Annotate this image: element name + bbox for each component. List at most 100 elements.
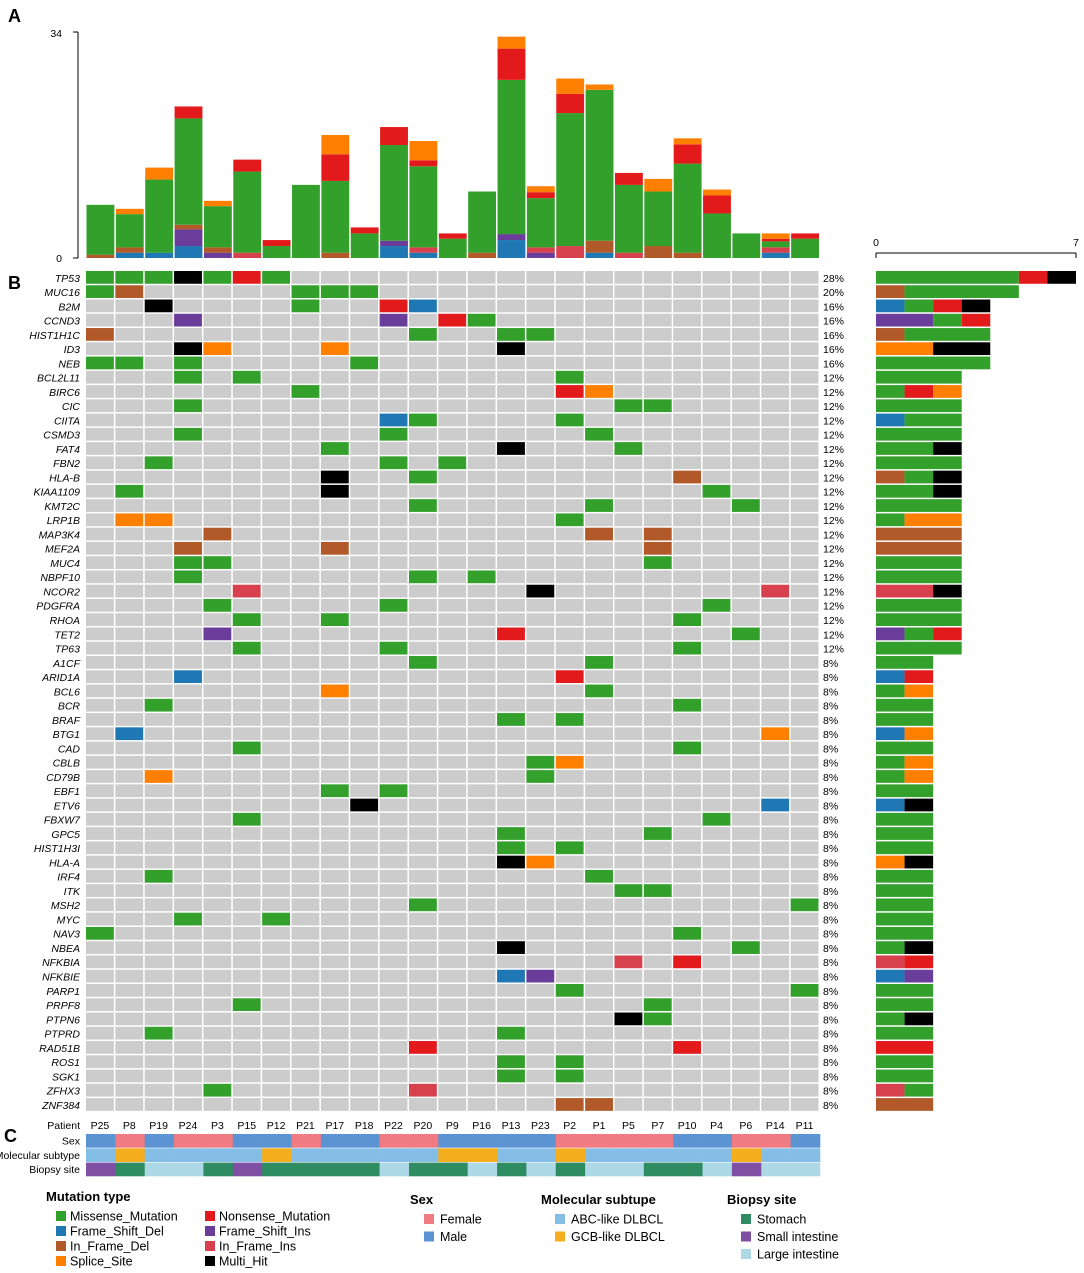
side-bar-hist1h3i-missense-mutation: [876, 841, 934, 855]
cell-znf384-p4: [702, 1098, 731, 1111]
cell-nbpf10-p5: [614, 570, 643, 584]
cell-ptprd-p21: [291, 1026, 320, 1040]
cell-prpf8-p21: [291, 998, 320, 1012]
cell-tp53-p18: [350, 271, 379, 284]
cell-nav3-p8: [115, 926, 144, 940]
cell-ptpn6-p2: [555, 1012, 584, 1026]
cell-ciita-p21: [291, 413, 320, 427]
cell-kmt2c-p19: [144, 499, 173, 512]
tmb-bar-p13-frame-shift-ins: [497, 234, 526, 241]
annotation-sex-p14: [761, 1134, 791, 1148]
cell-hla-b-p17: [320, 470, 349, 484]
cell-myc-p22: [379, 912, 408, 926]
cell-myc-p24: [174, 912, 202, 926]
cell-birc6-p14: [761, 385, 790, 398]
side-bar-ncor2-multi-hit: [933, 584, 962, 598]
side-bar-tp53-missense-mutation: [876, 271, 1019, 284]
cell-kmt2c-p9: [438, 499, 467, 512]
cell-ccnd3-p13: [497, 313, 525, 327]
cell-btg1-p12: [262, 727, 291, 741]
cell-tp63-p13: [497, 641, 525, 655]
cell-fat4-p15: [232, 442, 261, 455]
gene-pct-cic: 12%: [823, 401, 844, 413]
cell-mef2a-p15: [232, 541, 261, 555]
cell-muc16-p4: [702, 285, 731, 299]
cell-id3-p6: [731, 342, 760, 356]
cell-nfkbie-p25: [86, 969, 114, 983]
cell-hist1h1c-p1: [585, 328, 613, 341]
cell-kmt2c-p17: [320, 499, 349, 512]
side-bar-neb-missense-mutation: [876, 356, 991, 370]
cell-fbn2-p11: [790, 456, 819, 470]
cell-msh2-p23: [526, 898, 555, 912]
gene-label-ptpn6: PTPN6: [46, 1014, 80, 1026]
cell-nfkbia-p23: [526, 955, 555, 969]
cell-cad-p5: [614, 741, 643, 755]
cell-cblb-p9: [438, 755, 467, 769]
cell-neb-p25: [86, 356, 114, 370]
cell-fbn2-p2: [555, 456, 584, 470]
annotation-molecular-subtype-p15: [232, 1148, 263, 1162]
cell-ptpn6-p12: [262, 1012, 291, 1026]
cell-kiaa1109-p21: [291, 484, 320, 498]
cell-zfhx3-p9: [438, 1083, 467, 1097]
cell-rad51b-p2: [555, 1041, 584, 1054]
cell-nfkbie-p2: [555, 969, 584, 983]
cell-ros1-p4: [702, 1055, 731, 1069]
cell-ros1-p9: [438, 1055, 467, 1069]
cell-birc6-p4: [702, 385, 731, 398]
cell-cic-p9: [438, 399, 467, 413]
cell-pdgfra-p24: [174, 598, 202, 612]
gene-label-birc6: BIRC6: [49, 387, 80, 399]
cell-braf-p7: [643, 713, 672, 726]
gene-label-kiaa1109: KIAA1109: [33, 487, 80, 499]
side-bar-gpc5-missense-mutation: [876, 827, 934, 840]
cell-muc4-p8: [115, 556, 144, 569]
cell-a1cf-p18: [350, 656, 379, 669]
cell-b2m-p1: [585, 299, 613, 313]
cell-bcr-p10: [673, 698, 702, 712]
cell-bcr-p2: [555, 698, 584, 712]
legend-swatch-female: [424, 1214, 434, 1224]
gene-pct-kiaa1109: 12%: [823, 487, 844, 499]
cell-zfhx3-p2: [555, 1083, 584, 1097]
cell-tp53-p4: [702, 271, 731, 284]
annotation-biopsy-site-p15: [232, 1162, 263, 1177]
cell-tet2-p19: [144, 627, 173, 641]
cell-b2m-p6: [731, 299, 760, 313]
cell-msh2-p3: [203, 898, 232, 912]
cell-bcr-p22: [379, 698, 408, 712]
cell-zfhx3-p19: [144, 1083, 173, 1097]
cell-cic-p4: [702, 399, 731, 413]
cell-hla-a-p2: [555, 855, 584, 869]
cell-tp53-p6: [731, 271, 760, 284]
cell-map3k4-p12: [262, 527, 291, 541]
cell-tp53-p25: [86, 271, 114, 284]
cell-fbn2-p7: [643, 456, 672, 470]
cell-ncor2-p9: [438, 584, 467, 598]
cell-bcl2l11-p18: [350, 370, 379, 384]
cell-ptpn6-p24: [174, 1012, 202, 1026]
legend-label-stomach: Stomach: [757, 1213, 806, 1227]
gene-label-fbxw7: FBXW7: [44, 815, 81, 827]
cell-bcl2l11-p8: [115, 370, 144, 384]
cell-ptpn6-p10: [673, 1012, 702, 1026]
cell-rad51b-p4: [702, 1041, 731, 1054]
cell-kmt2c-p2: [555, 499, 584, 512]
cell-neb-p23: [526, 356, 555, 370]
cell-cblb-p3: [203, 755, 232, 769]
side-bar-ciita-frame-shift-del: [876, 413, 905, 427]
cell-bcr-p15: [232, 698, 261, 712]
cell-bcl6-p21: [291, 684, 320, 698]
cell-ccnd3-p6: [731, 313, 760, 327]
cell-nfkbie-p24: [174, 969, 202, 983]
cell-hist1h3i-p13: [497, 841, 525, 855]
cell-neb-p5: [614, 356, 643, 370]
cell-neb-p21: [291, 356, 320, 370]
cell-lrp1b-p5: [614, 513, 643, 527]
cell-ebf1-p2: [555, 784, 584, 798]
cell-rhoa-p17: [320, 613, 349, 626]
cell-hist1h3i-p8: [115, 841, 144, 855]
cell-b2m-p23: [526, 299, 555, 313]
cell-sgk1-p14: [761, 1069, 790, 1083]
